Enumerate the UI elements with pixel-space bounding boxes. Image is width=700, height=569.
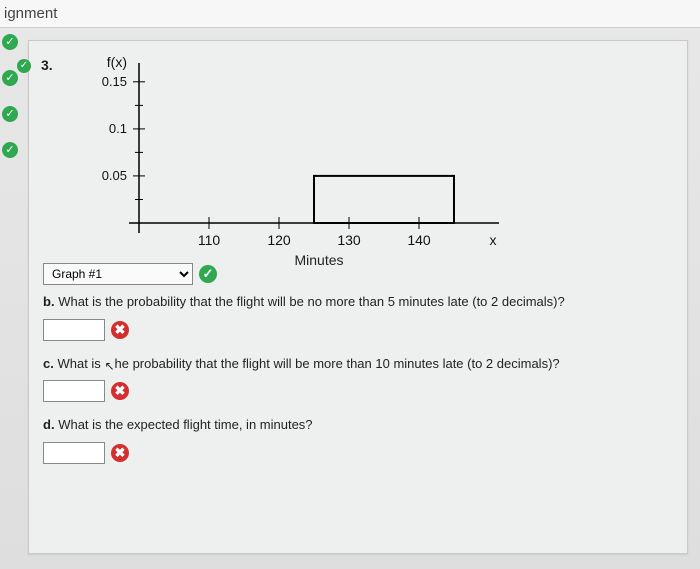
check-icon: ✓	[2, 34, 18, 50]
xtick-label: 130	[337, 232, 361, 248]
part-text: What is the probability that the flight …	[58, 294, 565, 309]
xtick-label: 140	[407, 232, 431, 248]
page-frame: ignment ✓ ✓ ✓ ✓ ✓ 3. 0.05 0	[0, 0, 700, 569]
check-icon: ✓	[2, 106, 18, 122]
part-text-after: he probability that the flight will be m…	[115, 356, 560, 371]
chart: 0.05 0.1 0.15 f(x) 110 120	[79, 53, 519, 253]
y-axis-label: f(x)	[107, 54, 127, 70]
page-header: ignment	[0, 0, 700, 28]
answer-input-b[interactable]	[43, 319, 105, 341]
question-b: b. What is the probability that the flig…	[43, 293, 671, 311]
question-row: ✓ 3. 0.05 0.1 0.15	[43, 53, 671, 253]
check-icon: ✓	[17, 59, 31, 73]
error-icon: ✖	[111, 444, 129, 462]
x-end-label: x	[490, 232, 497, 248]
error-icon: ✖	[111, 382, 129, 400]
answer-row-c: ✖	[43, 380, 671, 402]
question-d: d. What is the expected flight time, in …	[43, 416, 671, 434]
cursor-icon: ↖	[104, 358, 114, 374]
answer-row-d: ✖	[43, 442, 671, 464]
check-icon: ✓	[2, 142, 18, 158]
question-number: 3.	[41, 57, 53, 73]
part-text-before: What is	[57, 356, 104, 371]
x-axis-label: Minutes	[119, 252, 519, 268]
check-icon: ✓	[2, 70, 18, 86]
ytick-label: 0.1	[109, 121, 127, 136]
part-label: c.	[43, 356, 54, 371]
part-label: b.	[43, 294, 55, 309]
part-text: What is the expected flight time, in min…	[58, 417, 312, 432]
answer-row-b: ✖	[43, 319, 671, 341]
header-title: ignment	[4, 5, 57, 22]
xtick-label: 120	[267, 232, 291, 248]
error-icon: ✖	[111, 321, 129, 339]
content-panel: ✓ 3. 0.05 0.1 0.15	[28, 40, 688, 554]
answer-input-c[interactable]	[43, 380, 105, 402]
left-gutter: ✓ ✓ ✓ ✓	[0, 28, 22, 568]
uniform-rect	[314, 176, 454, 223]
ytick-label: 0.05	[102, 168, 127, 183]
xtick-label: 110	[198, 232, 221, 248]
part-label: d.	[43, 417, 55, 432]
pdf-chart-svg: 0.05 0.1 0.15 f(x) 110 120	[79, 53, 519, 253]
question-c: c. What is ↖he probability that the flig…	[43, 355, 671, 373]
answer-input-d[interactable]	[43, 442, 105, 464]
ytick-label: 0.15	[102, 74, 127, 89]
